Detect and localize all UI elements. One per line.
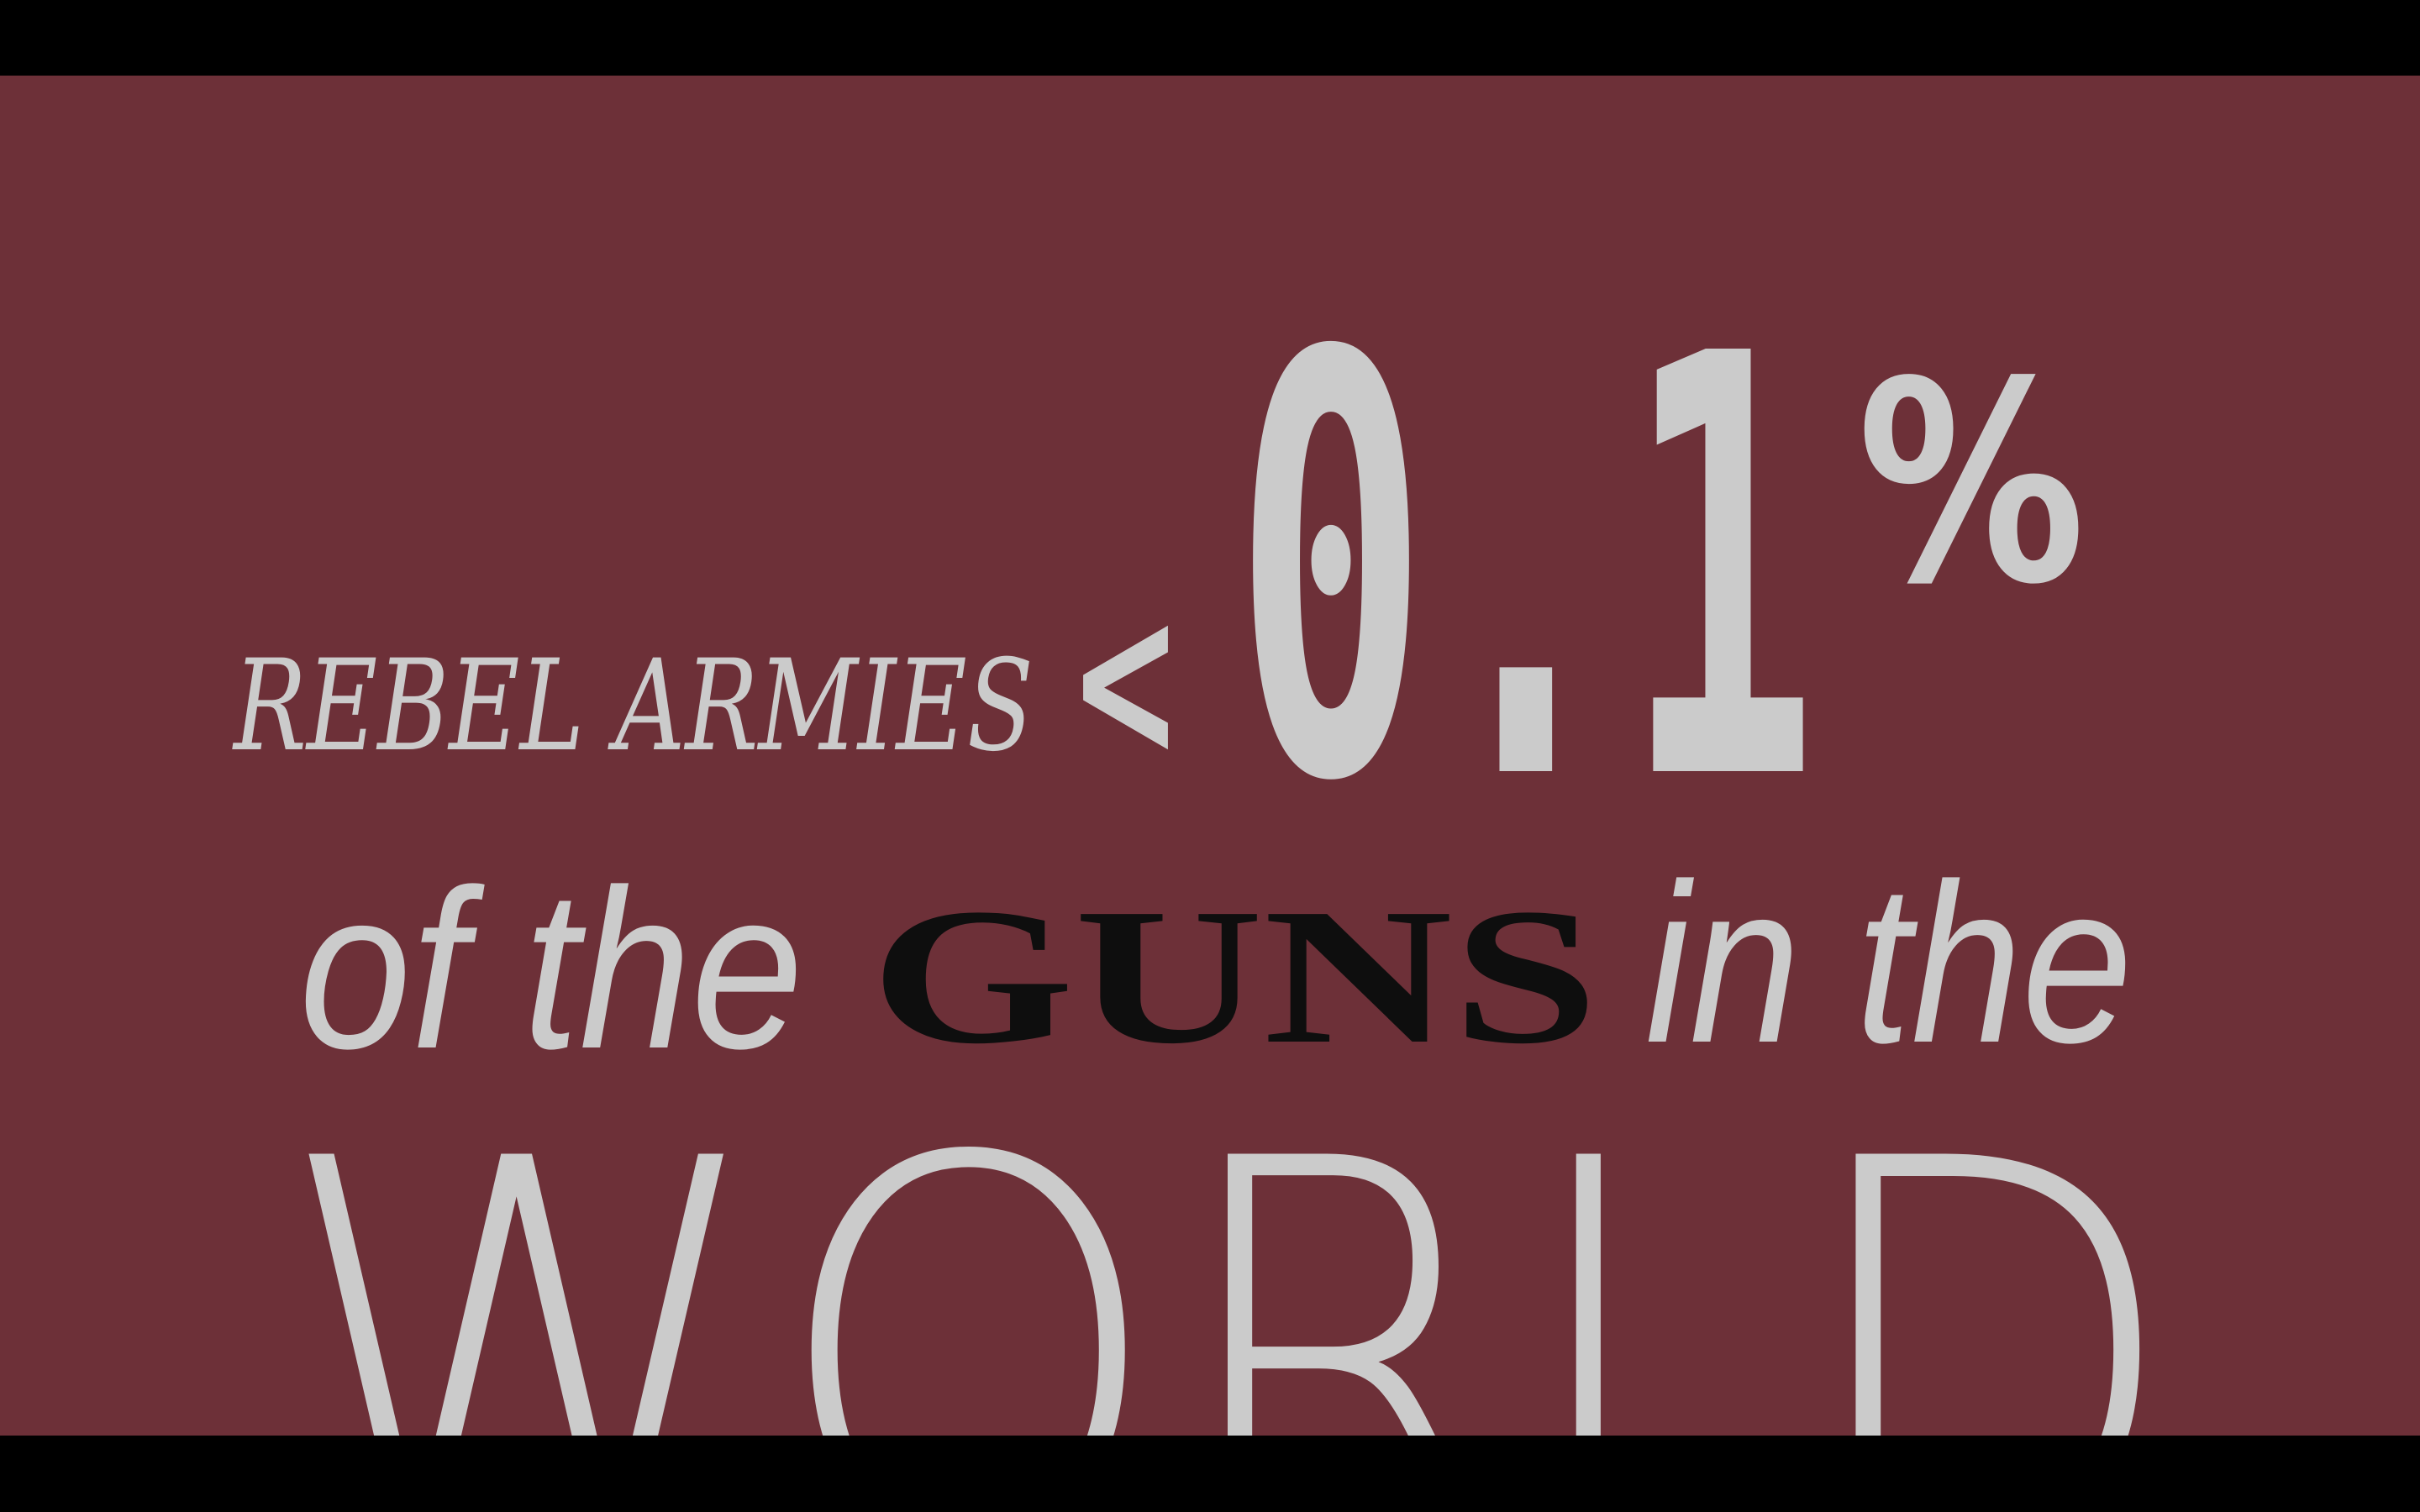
- lead-text: of the: [299, 843, 803, 1096]
- figure: 0.1: [1234, 234, 1818, 908]
- trail-text: in the: [1645, 837, 2133, 1090]
- letterbox-bottom: [0, 1436, 2420, 1512]
- percent: %: [1857, 323, 2086, 645]
- background: [0, 76, 2420, 1436]
- less-than: <: [1069, 554, 1182, 808]
- script-text: REBEL ARMIES: [232, 633, 1034, 780]
- world-text: WORLD: [274, 1047, 2181, 1512]
- emphasis-text: GUNS: [871, 869, 1598, 1084]
